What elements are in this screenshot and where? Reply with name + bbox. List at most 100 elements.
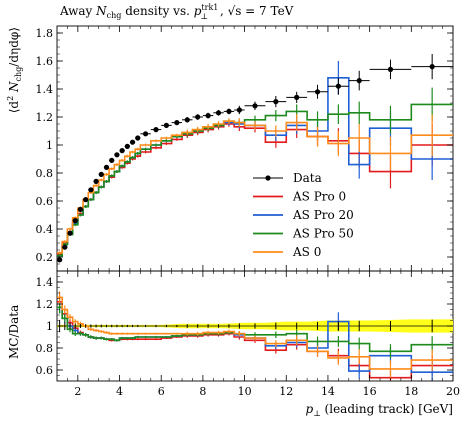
- data-marker: [356, 78, 362, 84]
- data-marker: [119, 148, 125, 154]
- data-point: [124, 143, 130, 149]
- data-point: [265, 96, 287, 108]
- ratio-series-layer: [57, 291, 453, 381]
- x-tick-label: 20: [446, 385, 460, 398]
- main-series-layer: [57, 61, 453, 257]
- data-point: [223, 108, 235, 115]
- x-tick-label: 12: [279, 385, 293, 398]
- y-tick-label-main: 0.4: [36, 223, 54, 236]
- data-marker: [57, 257, 63, 263]
- series-as-pro-20: [57, 61, 453, 257]
- x-tick-label: 2: [74, 385, 81, 398]
- chart-title: Away Nchg density vs. ptrk1 ⊥, √s = 7 TeV: [59, 3, 294, 21]
- series-line-as-0: [57, 120, 453, 254]
- data-point: [93, 178, 99, 184]
- data-point: [307, 84, 328, 99]
- y-tick-label-main: 1.8: [36, 27, 54, 40]
- data-marker: [226, 108, 232, 114]
- y-tick-label-ratio: 1: [46, 320, 53, 333]
- data-marker: [93, 178, 99, 184]
- data-point: [109, 157, 115, 163]
- data-marker: [387, 66, 394, 72]
- data-marker: [174, 120, 180, 126]
- data-marker: [429, 64, 435, 70]
- axis-ticks: 2 4 6 8 10 12 14 16 18 20 0.2 0.4 0.6 0.8 1 1.2 1.4 1.6 1.…: [36, 26, 460, 398]
- data-point: [192, 114, 203, 120]
- legend-label: AS Pro 50: [292, 227, 354, 241]
- data-point: [72, 218, 78, 224]
- data-marker: [88, 187, 94, 193]
- legend-entry: AS 0: [253, 245, 321, 259]
- data-point: [114, 152, 120, 158]
- ratio-data-points-layer: [59, 319, 433, 333]
- x-tick-label: 10: [238, 385, 252, 398]
- data-marker: [142, 131, 149, 137]
- data-marker: [98, 171, 104, 177]
- x-tick-label: 8: [199, 385, 206, 398]
- y-tick-label-ratio: 0.8: [36, 342, 54, 355]
- data-point: [369, 59, 412, 80]
- data-marker: [215, 110, 222, 116]
- data-point: [171, 120, 183, 126]
- legend-label: AS Pro 0: [292, 190, 346, 204]
- y-axis-label-ratio: MC/Data: [7, 305, 21, 359]
- data-marker: [72, 218, 78, 224]
- data-marker: [294, 94, 300, 100]
- data-point: [182, 117, 193, 123]
- data-point: [202, 112, 214, 119]
- data-point: [67, 230, 73, 236]
- series-line-as-pro-50: [57, 103, 453, 257]
- data-marker: [124, 143, 130, 149]
- data-point: [129, 139, 136, 145]
- data-marker: [236, 107, 242, 113]
- legend: Data AS Pro 0 AS Pro 20 AS Pro 50 AS 0: [253, 171, 354, 259]
- x-tick-label: 6: [158, 385, 165, 398]
- series-as-pro-50: [57, 87, 453, 257]
- data-point: [348, 70, 370, 91]
- data-point: [411, 54, 453, 80]
- y-tick-label-ratio: 1.4: [36, 276, 54, 289]
- data-marker: [335, 83, 341, 89]
- data-point: [161, 122, 172, 128]
- data-marker: [109, 157, 115, 163]
- data-point: [286, 91, 308, 103]
- data-point: [77, 206, 84, 212]
- data-points-layer: [57, 54, 453, 263]
- data-marker: [195, 114, 201, 120]
- data-point: [88, 187, 94, 193]
- data-marker: [129, 139, 136, 145]
- x-tick-label: 4: [116, 385, 123, 398]
- data-point: [244, 101, 266, 110]
- y-tick-label-main: 1.4: [36, 83, 54, 96]
- data-point: [119, 148, 125, 154]
- y-tick-label-main: 1: [46, 139, 53, 152]
- data-marker: [205, 113, 211, 119]
- x-tick-label: 18: [404, 385, 418, 398]
- data-point: [98, 171, 104, 177]
- data-marker: [67, 230, 73, 236]
- data-marker: [83, 197, 89, 203]
- y-tick-label-main: 1.2: [36, 111, 54, 124]
- data-point: [213, 110, 224, 116]
- data-marker: [114, 152, 120, 158]
- legend-marker: [265, 175, 271, 181]
- x-axis-label: p⊥ (leading track) [GeV]: [306, 402, 453, 418]
- x-tick-label: 14: [321, 385, 335, 398]
- data-point: [103, 164, 110, 170]
- y-tick-label-main: 0.8: [36, 167, 54, 180]
- y-axis-label-main: ⟨d2 Nchg/dηdφ⟩: [6, 27, 23, 113]
- data-point: [140, 131, 151, 137]
- legend-entry: AS Pro 50: [253, 227, 354, 241]
- data-marker: [252, 103, 258, 109]
- data-point: [327, 77, 349, 95]
- y-tick-label-main: 0.6: [36, 195, 54, 208]
- legend-label: Data: [293, 171, 322, 185]
- data-marker: [273, 99, 279, 105]
- data-marker: [153, 127, 159, 133]
- series-line-as-pro-0: [57, 123, 453, 255]
- data-point: [135, 135, 141, 141]
- y-tick-label-main: 0.2: [36, 251, 54, 264]
- data-marker: [184, 117, 190, 123]
- legend-entry: AS Pro 20: [253, 208, 354, 222]
